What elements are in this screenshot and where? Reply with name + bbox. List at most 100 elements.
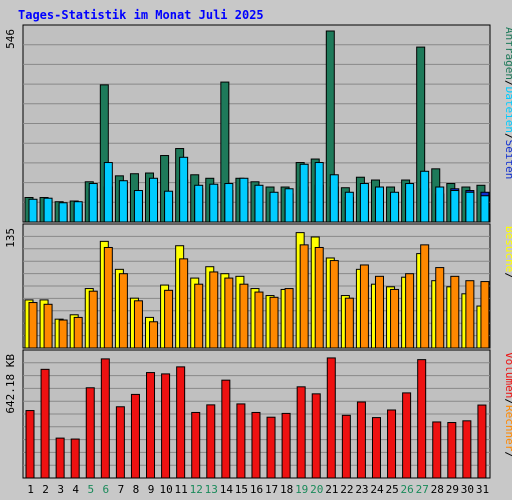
day-label-22: 22: [340, 483, 353, 496]
bar-volumen-day-18: [281, 412, 291, 479]
bar-rechner-day-24: [374, 275, 384, 349]
bar-dateien-day-31: [480, 195, 490, 223]
day-label-20: 20: [310, 483, 323, 496]
bar-rechner-day-31: [480, 281, 490, 349]
bar-dateien-day-23: [359, 183, 369, 223]
bar-volumen-day-9: [146, 372, 156, 479]
bar-rechner-day-30: [465, 280, 475, 349]
bar-volumen-day-20: [311, 393, 321, 479]
bar-dateien-day-2: [43, 197, 53, 223]
day-label-23: 23: [355, 483, 368, 496]
bar-volumen-day-17: [266, 416, 276, 479]
bar-dateien-day-19: [299, 163, 309, 223]
bar-dateien-day-1: [28, 198, 38, 223]
legend-entry: Dateien: [503, 87, 512, 133]
bar-rechner-day-9: [149, 321, 159, 349]
bar-rechner-day-14: [224, 277, 234, 349]
bar-rechner-day-2: [43, 303, 53, 349]
day-label-31: 31: [476, 483, 489, 496]
day-label-28: 28: [431, 483, 444, 496]
bar-rechner-day-23: [359, 264, 369, 349]
bar-volumen-day-29: [447, 422, 457, 479]
day-label-1: 1: [27, 483, 34, 496]
bar-volumen-day-13: [206, 404, 216, 479]
bar-rechner-day-13: [209, 271, 219, 349]
bar-dateien-day-5: [88, 183, 98, 223]
day-label-25: 25: [385, 483, 398, 496]
bar-rechner-day-5: [88, 290, 98, 349]
bar-rechner-day-16: [254, 291, 264, 349]
bar-volumen-day-4: [70, 438, 80, 479]
bar-volumen-day-25: [387, 409, 397, 479]
bar-rechner-day-1: [28, 302, 38, 349]
bar-dateien-day-13: [209, 183, 219, 223]
day-label-6: 6: [103, 483, 110, 496]
panel-top-legend: Anfragen/Dateien/Seiten: [503, 27, 512, 179]
bar-rechner-day-6: [103, 246, 113, 349]
panel-middle-max-label: 135: [4, 228, 17, 248]
day-label-7: 7: [118, 483, 125, 496]
bar-dateien-day-3: [58, 202, 68, 223]
bar-volumen-day-31: [477, 404, 487, 479]
day-label-24: 24: [370, 483, 384, 496]
bar-volumen-day-22: [341, 414, 351, 479]
legend-entry: Volumen: [503, 352, 512, 398]
bar-dateien-day-29: [450, 190, 460, 223]
bar-dateien-day-11: [179, 156, 189, 223]
bar-dateien-day-7: [118, 180, 128, 223]
legend-entry: Anfragen: [503, 27, 512, 80]
day-label-15: 15: [235, 483, 248, 496]
day-label-5: 5: [87, 483, 94, 496]
day-label-14: 14: [220, 483, 234, 496]
bar-volumen-day-11: [176, 366, 186, 479]
day-label-26: 26: [401, 483, 414, 496]
day-label-29: 29: [446, 483, 459, 496]
bar-volumen-day-14: [221, 379, 231, 479]
bar-rechner-day-29: [450, 275, 460, 349]
bar-dateien-day-17: [269, 191, 279, 223]
bar-dateien-day-6: [103, 162, 113, 223]
bar-rechner-day-11: [179, 258, 189, 349]
bar-dateien-day-27: [420, 170, 430, 223]
bar-volumen-day-30: [462, 420, 472, 479]
legend-entry: /: [503, 80, 512, 87]
bar-volumen-day-3: [55, 437, 65, 479]
legend-entry: Besuche: [503, 226, 512, 272]
legend-entry: Rechner: [503, 405, 512, 452]
bar-dateien-day-28: [435, 186, 445, 223]
bar-dateien-day-15: [239, 177, 249, 223]
bar-volumen-day-16: [251, 411, 261, 479]
bar-dateien-day-9: [149, 177, 159, 223]
bar-dateien-day-24: [374, 186, 384, 223]
bar-volumen-day-27: [417, 359, 427, 479]
legend-entry: Seiten: [503, 140, 512, 180]
day-label-18: 18: [280, 483, 293, 496]
bar-volumen-day-2: [40, 368, 50, 479]
bar-volumen-day-1: [25, 410, 35, 479]
bar-volumen-day-10: [161, 373, 171, 479]
bar-dateien-day-20: [314, 162, 324, 223]
panel-top-max-label: 546: [4, 29, 17, 49]
bar-dateien-day-26: [405, 183, 415, 223]
bar-volumen-day-26: [402, 392, 412, 479]
bar-dateien-day-8: [133, 190, 143, 223]
legend-entry: /: [503, 272, 512, 279]
day-label-11: 11: [175, 483, 188, 496]
day-label-30: 30: [461, 483, 474, 496]
legend-entry: /: [503, 133, 512, 140]
day-label-21: 21: [325, 483, 338, 496]
bar-volumen-day-6: [100, 358, 110, 479]
chart-title: Tages-Statistik im Monat Juli 2025: [18, 8, 264, 22]
bar-volumen-day-15: [236, 403, 246, 479]
bar-rechner-day-25: [390, 288, 400, 349]
bar-dateien-day-16: [254, 184, 264, 223]
bar-volumen-day-24: [371, 417, 381, 479]
bar-volumen-day-7: [115, 406, 125, 479]
bar-rechner-day-19: [299, 244, 309, 349]
bar-rechner-day-15: [239, 283, 249, 349]
bar-rechner-day-17: [269, 296, 279, 349]
panel-middle-legend: Besuche/: [503, 226, 512, 279]
bar-dateien-day-22: [344, 191, 354, 223]
